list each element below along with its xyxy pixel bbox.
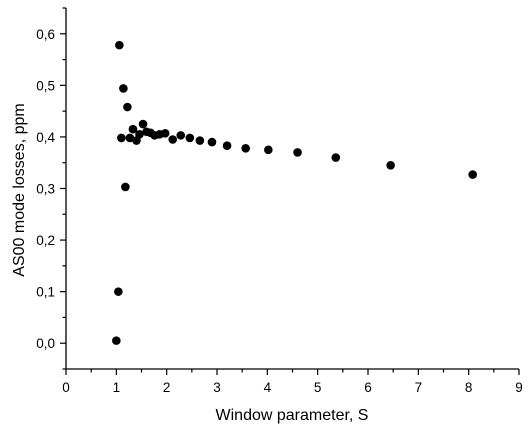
data-point [331, 153, 341, 162]
data-point [176, 131, 186, 140]
axes [65, 8, 519, 370]
data-point [128, 124, 138, 134]
data-point [117, 133, 126, 143]
x-tick-label: 6 [364, 380, 372, 395]
data-point [168, 135, 178, 144]
y-tick-label: 0,4 [36, 130, 55, 145]
data-point [138, 119, 148, 129]
data-point [185, 133, 195, 143]
y-tick-label: 0,0 [36, 336, 55, 351]
data-point [135, 130, 144, 139]
data-point [195, 136, 205, 145]
data-point [125, 133, 135, 143]
data-points [112, 40, 477, 345]
data-point [112, 336, 121, 345]
x-tick-label: 4 [264, 380, 272, 395]
data-point [264, 145, 273, 155]
data-point [468, 170, 477, 179]
y-axis-title: AS00 mode losses, ppm [11, 103, 28, 276]
data-point [114, 287, 123, 296]
y-tick-label: 0,5 [36, 78, 55, 93]
x-tick-label: 9 [515, 380, 523, 395]
y-tick-label: 0,1 [36, 285, 55, 300]
y-tick-label: 0,6 [36, 27, 55, 42]
data-point [386, 160, 395, 170]
tick-marks [60, 7, 520, 375]
data-point [160, 129, 170, 138]
y-tick-label: 0,2 [36, 233, 55, 248]
x-tick-label: 7 [415, 380, 423, 395]
data-point [207, 137, 217, 147]
y-tick-label: 0,3 [36, 182, 55, 197]
data-point [115, 40, 124, 50]
x-tick-label: 1 [113, 380, 121, 395]
data-point [222, 141, 232, 150]
tick-labels: 0 1 2 3 4 5 6 7 8 9 0,0 0,1 0,2 0,3 0,4 0,5 0,6 [36, 27, 523, 395]
data-point [293, 148, 302, 157]
x-tick-label: 3 [213, 380, 221, 395]
data-point [123, 102, 132, 112]
x-tick-label: 5 [314, 380, 322, 395]
x-axis-title: Window parameter, S [216, 407, 369, 424]
data-point [119, 84, 128, 93]
data-point [241, 143, 250, 153]
x-tick-label: 0 [62, 380, 70, 395]
x-tick-label: 8 [465, 380, 473, 395]
x-tick-label: 2 [163, 380, 171, 395]
data-point [121, 182, 130, 192]
